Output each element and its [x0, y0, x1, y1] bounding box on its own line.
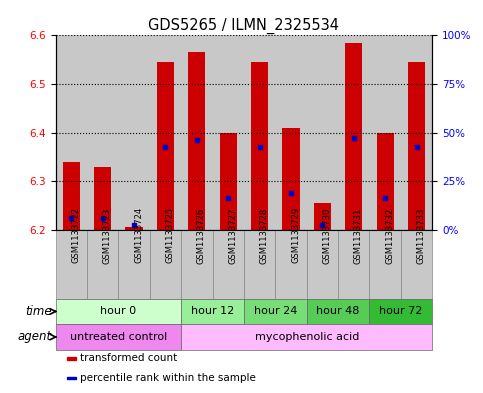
Bar	[126, 228, 142, 230]
Bar	[87, 35, 118, 230]
Bar	[181, 230, 213, 299]
Bar	[369, 230, 401, 299]
Text: hour 12: hour 12	[191, 307, 234, 316]
Bar	[401, 35, 432, 230]
Bar	[67, 377, 76, 379]
Text: mycophenolic acid: mycophenolic acid	[255, 332, 359, 342]
Text: GSM1133722: GSM1133722	[71, 208, 80, 263]
Bar	[244, 230, 275, 299]
Bar	[181, 35, 213, 230]
Bar	[181, 324, 432, 350]
Text: percentile rank within the sample: percentile rank within the sample	[80, 373, 256, 383]
Bar	[369, 299, 432, 324]
Bar	[157, 62, 174, 230]
Text: GSM1133726: GSM1133726	[197, 207, 206, 264]
Text: GSM1133725: GSM1133725	[165, 208, 174, 263]
Bar	[401, 230, 432, 299]
Text: GSM1133724: GSM1133724	[134, 208, 143, 263]
Bar	[244, 299, 307, 324]
Bar	[213, 35, 244, 230]
Bar	[63, 162, 80, 230]
Bar	[150, 35, 181, 230]
Bar	[220, 132, 237, 230]
Bar	[118, 230, 150, 299]
Bar	[244, 35, 275, 230]
Title: GDS5265 / ILMN_2325534: GDS5265 / ILMN_2325534	[148, 18, 340, 34]
Text: transformed count: transformed count	[80, 353, 177, 364]
Bar	[275, 35, 307, 230]
Text: GSM1133723: GSM1133723	[103, 207, 112, 264]
Text: GSM1133728: GSM1133728	[260, 207, 269, 264]
Text: hour 0: hour 0	[100, 307, 136, 316]
Bar	[94, 167, 111, 230]
Text: hour 24: hour 24	[254, 307, 297, 316]
Bar	[213, 230, 244, 299]
Bar	[338, 230, 369, 299]
Text: GSM1133733: GSM1133733	[416, 207, 426, 264]
Text: GSM1133729: GSM1133729	[291, 208, 300, 263]
Bar	[314, 203, 331, 230]
Bar	[56, 35, 87, 230]
Text: untreated control: untreated control	[70, 332, 167, 342]
Text: agent: agent	[18, 331, 52, 343]
Bar	[283, 128, 299, 230]
Bar	[275, 230, 307, 299]
Text: GSM1133730: GSM1133730	[323, 207, 331, 264]
Bar	[307, 35, 338, 230]
Text: hour 72: hour 72	[379, 307, 423, 316]
Bar	[56, 324, 181, 350]
Bar	[338, 35, 369, 230]
Text: GSM1133732: GSM1133732	[385, 207, 394, 264]
Text: GSM1133731: GSM1133731	[354, 207, 363, 264]
Text: GSM1133727: GSM1133727	[228, 207, 237, 264]
Bar	[181, 299, 244, 324]
Bar	[188, 52, 205, 230]
Text: hour 48: hour 48	[316, 307, 360, 316]
Bar	[56, 299, 181, 324]
Text: time: time	[25, 305, 52, 318]
Bar	[307, 299, 369, 324]
Bar	[150, 230, 181, 299]
Bar	[87, 230, 118, 299]
Bar	[369, 35, 401, 230]
Bar	[118, 35, 150, 230]
Bar	[307, 230, 338, 299]
Bar	[251, 62, 268, 230]
Bar	[345, 43, 362, 230]
Bar	[408, 62, 425, 230]
Bar	[377, 132, 394, 230]
Bar	[67, 357, 76, 360]
Bar	[56, 230, 87, 299]
